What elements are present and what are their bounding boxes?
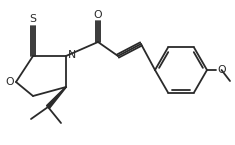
Polygon shape	[47, 87, 66, 108]
Text: O: O	[5, 77, 14, 87]
Text: O: O	[94, 10, 102, 19]
Text: N: N	[68, 50, 76, 60]
Text: O: O	[218, 65, 226, 75]
Text: S: S	[30, 14, 36, 25]
